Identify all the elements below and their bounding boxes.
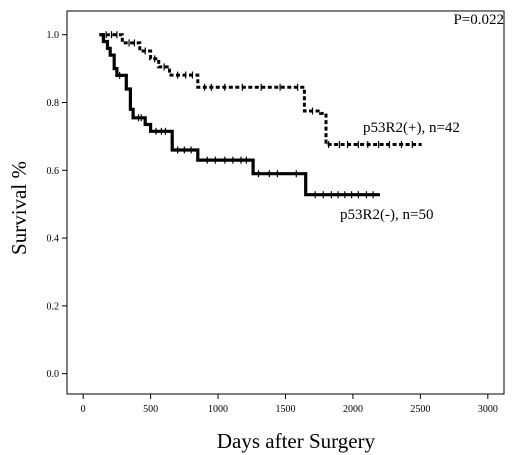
y-tick-label: 0.6 — [47, 166, 60, 177]
y-tick-label: 0.8 — [47, 98, 60, 109]
x-axis-title: Days after Surgery — [217, 429, 376, 453]
x-tick-label: 0 — [81, 404, 86, 415]
series-layer — [99, 31, 422, 199]
p-value-annotation: P=0.022 — [453, 12, 504, 28]
x-tick-label: 1000 — [208, 404, 228, 415]
x-tick-label: 2500 — [410, 404, 430, 415]
x-tick-label: 500 — [143, 404, 158, 415]
series-label-positive: p53R2(+), n=42 — [363, 120, 460, 136]
y-tick-label: 0.2 — [47, 301, 60, 312]
y-axis-title: Survival % — [7, 161, 31, 255]
labels-layer: Days after Surgery Survival % P=0.022 p5… — [7, 12, 504, 453]
y-tick-label: 1.0 — [47, 30, 60, 41]
x-tick-label: 3000 — [478, 404, 498, 415]
y-tick-label: 0.4 — [47, 234, 60, 245]
x-tick-label: 2000 — [343, 404, 363, 415]
curve-p53r2-positive — [99, 33, 422, 146]
axes: 0 500 1000 1500 2000 2500 3000 0.0 0.2 0.4 0.6 0.8 1… — [47, 10, 505, 415]
plot-frame — [66, 10, 505, 395]
series-label-negative: p53R2(-), n=50 — [340, 207, 433, 223]
x-tick-label: 1500 — [276, 404, 296, 415]
y-tick-label: 0.0 — [47, 369, 60, 380]
